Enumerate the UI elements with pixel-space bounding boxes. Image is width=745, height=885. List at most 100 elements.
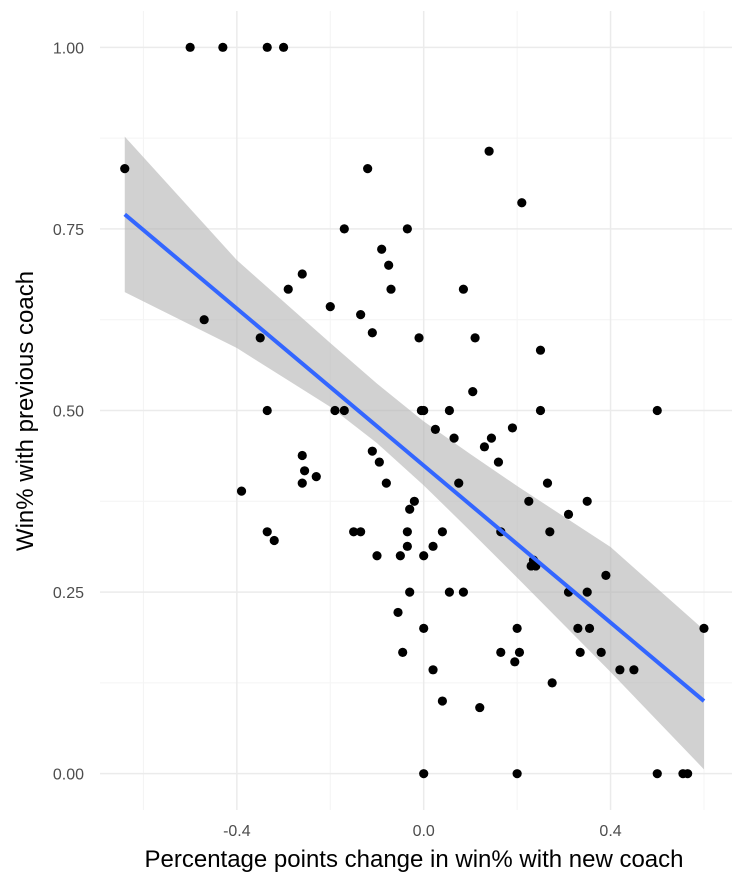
data-point bbox=[262, 405, 272, 416]
x-tick-label: -0.4 bbox=[223, 823, 251, 840]
data-point bbox=[269, 535, 279, 546]
data-point bbox=[381, 478, 391, 488]
data-point bbox=[199, 315, 209, 325]
data-point bbox=[218, 42, 228, 52]
data-point bbox=[615, 665, 625, 675]
data-point bbox=[458, 587, 469, 597]
data-point bbox=[510, 657, 520, 667]
data-point bbox=[468, 387, 478, 397]
data-point bbox=[419, 405, 429, 416]
data-point bbox=[584, 623, 595, 634]
data-point bbox=[419, 623, 429, 634]
data-point bbox=[367, 328, 377, 338]
data-point bbox=[262, 527, 272, 537]
data-point bbox=[262, 42, 272, 52]
data-point bbox=[683, 769, 693, 779]
data-point bbox=[596, 647, 606, 657]
data-point bbox=[493, 457, 504, 467]
data-point bbox=[582, 587, 592, 597]
data-point bbox=[393, 607, 403, 618]
data-point bbox=[454, 478, 464, 488]
data-point bbox=[339, 224, 349, 234]
y-tick-label: 0.75 bbox=[53, 222, 84, 239]
data-point bbox=[484, 146, 494, 156]
x-axis-ticks: -0.4 0.0 0.4 bbox=[223, 823, 622, 840]
data-point bbox=[430, 424, 440, 434]
x-axis-title: Percentage points change in win% with ne… bbox=[145, 846, 684, 873]
data-point bbox=[405, 587, 415, 597]
data-point bbox=[512, 623, 522, 634]
data-point bbox=[512, 769, 522, 779]
y-axis-ticks: 0.00 0.25 0.50 0.75 1.00 bbox=[53, 40, 84, 783]
data-point bbox=[363, 164, 373, 174]
data-point bbox=[283, 284, 293, 294]
data-point bbox=[297, 450, 307, 461]
data-point bbox=[356, 527, 366, 537]
data-point bbox=[475, 702, 485, 713]
points-layer bbox=[120, 42, 709, 779]
data-point bbox=[398, 647, 408, 657]
data-point bbox=[185, 42, 195, 52]
regression-line bbox=[123, 212, 706, 703]
data-point bbox=[428, 665, 438, 675]
y-tick-label: 0.50 bbox=[53, 404, 84, 421]
x-tick-label: 0.0 bbox=[413, 823, 435, 840]
data-point bbox=[299, 466, 310, 476]
data-point bbox=[278, 42, 289, 52]
data-point bbox=[573, 623, 583, 634]
fit-line-layer bbox=[123, 212, 706, 703]
data-point bbox=[479, 442, 490, 452]
data-point bbox=[395, 551, 405, 561]
data-point bbox=[402, 541, 412, 551]
confidence-band bbox=[124, 136, 704, 770]
confidence-band-layer bbox=[124, 136, 704, 770]
data-point bbox=[386, 284, 396, 294]
data-point bbox=[517, 198, 527, 208]
data-point bbox=[325, 302, 335, 312]
data-point bbox=[547, 678, 557, 688]
data-point bbox=[428, 541, 438, 551]
data-point bbox=[384, 260, 394, 270]
data-point bbox=[311, 471, 321, 482]
data-point bbox=[419, 769, 429, 779]
y-axis-title: Win% with previous coach bbox=[12, 271, 39, 551]
data-point bbox=[444, 587, 454, 597]
data-point bbox=[535, 405, 546, 416]
data-point bbox=[652, 405, 662, 416]
data-point bbox=[402, 224, 412, 234]
data-point bbox=[496, 647, 506, 657]
data-point bbox=[374, 457, 384, 467]
data-point bbox=[372, 551, 382, 561]
data-point bbox=[563, 509, 574, 519]
data-point bbox=[486, 433, 497, 443]
data-point bbox=[699, 623, 709, 634]
data-point bbox=[297, 269, 307, 279]
data-point bbox=[470, 333, 480, 343]
data-point bbox=[449, 433, 459, 443]
data-point bbox=[405, 504, 415, 514]
data-point bbox=[236, 486, 247, 496]
data-point bbox=[575, 647, 585, 657]
y-tick-label: 0.00 bbox=[53, 767, 84, 784]
data-point bbox=[652, 769, 662, 779]
data-point bbox=[507, 423, 518, 433]
data-point bbox=[367, 446, 377, 456]
x-tick-label: 0.4 bbox=[599, 823, 621, 840]
data-point bbox=[514, 647, 525, 657]
data-point bbox=[437, 527, 447, 537]
data-point bbox=[437, 696, 447, 706]
data-point bbox=[444, 405, 454, 416]
data-point bbox=[458, 284, 469, 294]
data-point bbox=[255, 333, 265, 343]
data-point bbox=[629, 665, 639, 675]
y-tick-label: 1.00 bbox=[53, 40, 84, 57]
data-point bbox=[297, 478, 307, 488]
data-point bbox=[330, 405, 340, 416]
data-point bbox=[402, 527, 412, 537]
data-point bbox=[535, 345, 546, 355]
data-point bbox=[601, 570, 611, 580]
data-point bbox=[120, 164, 130, 174]
data-point bbox=[419, 551, 429, 561]
data-point bbox=[524, 496, 534, 506]
